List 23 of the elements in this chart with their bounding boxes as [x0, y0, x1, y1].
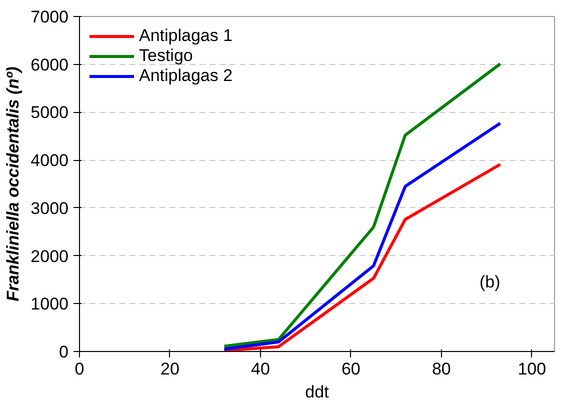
y-tick-label: 2000 — [30, 246, 69, 266]
legend-label: Testigo — [139, 46, 193, 66]
line-series — [222, 122, 502, 351]
y-tick-label: 0 — [59, 342, 69, 362]
x-tick-label: 0 — [74, 360, 84, 378]
x-tick-label: 80 — [432, 360, 451, 378]
y-axis-title: Frankliniella occidentalis (nº) — [4, 66, 23, 302]
x-axis-title: ddt — [305, 382, 330, 402]
y-tick-label: 3000 — [30, 198, 69, 218]
x-tick-label: 100 — [518, 360, 546, 378]
legend-label: Antiplagas 1 — [139, 26, 233, 46]
x-tick-label: 40 — [251, 360, 270, 378]
y-tick-label: 1000 — [30, 294, 69, 314]
x-tick-label: 60 — [341, 360, 360, 378]
x-tick-label: 20 — [160, 360, 180, 378]
legend-label: Antiplagas 2 — [139, 66, 233, 86]
y-tick-label: 4000 — [30, 151, 69, 170]
line-series — [222, 162, 502, 352]
annotation: (b) — [480, 272, 500, 292]
y-tick-label: 7000 — [30, 8, 69, 26]
line-series — [222, 62, 502, 348]
y-tick-label: 6000 — [30, 55, 69, 74]
y-tick-label: 5000 — [30, 103, 69, 122]
